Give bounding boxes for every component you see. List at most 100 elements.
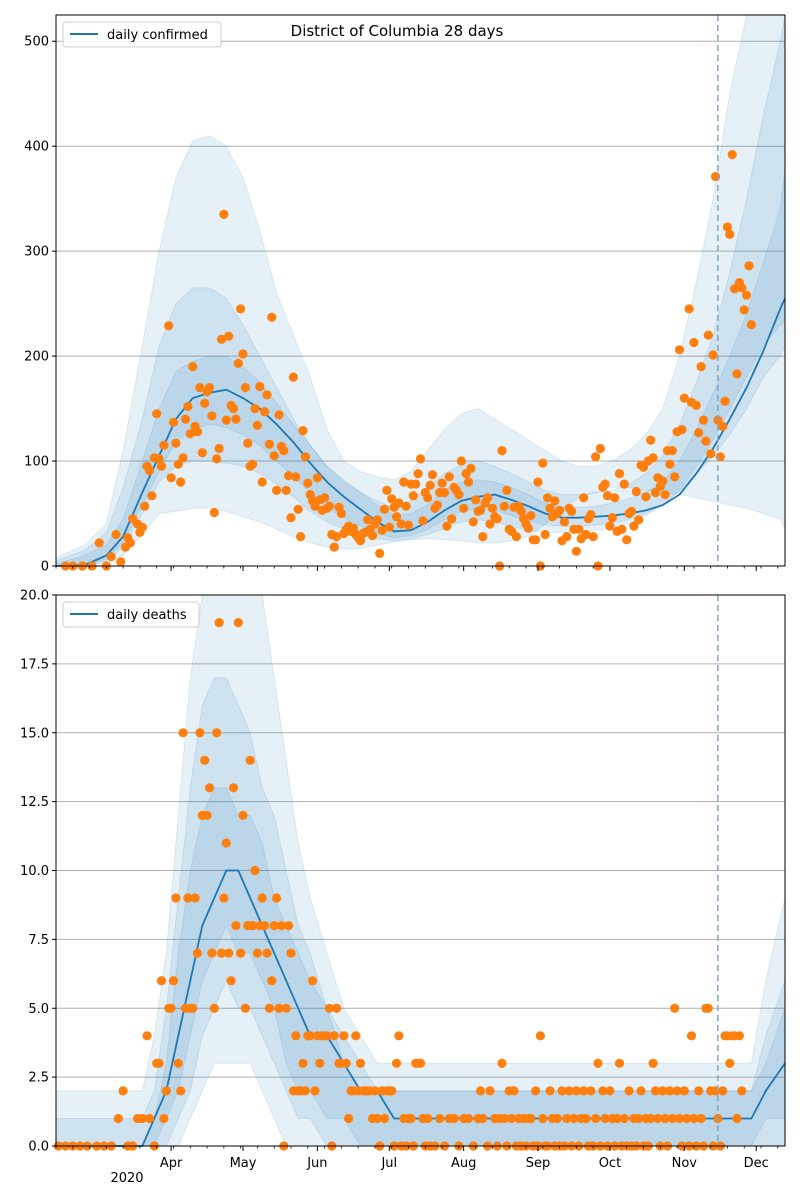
confirmed-median-line [55,298,786,567]
confirmed-observed-point [703,330,713,340]
deaths-grid [56,594,785,1147]
deaths-observed-point [308,976,318,986]
deaths-observed-point [569,1113,579,1124]
confirmed-legend-label: daily confirmed [107,28,208,43]
deaths-observed-point [202,810,212,821]
deaths-observed-point [636,1086,646,1096]
deaths-observed-point [178,728,188,738]
confirmed-observed-point [487,503,497,513]
deaths-observed-point [276,921,286,931]
confirmed-observed-point [159,440,169,450]
deaths-observed-point [236,948,246,958]
deaths-observed-point [188,1003,198,1013]
confirmed-observed-point [310,501,320,511]
deaths-y-tick-label: 5.0 [28,1002,49,1017]
confirmed-observed-point [188,362,198,372]
deaths-observed-point [586,1086,596,1096]
deaths-x-tick-label: Sep [526,1156,551,1171]
confirmed-observed-point [176,477,186,487]
deaths-x-axis: Apr May Jun Jul Aug Sep Oct Nov Dec [55,1146,779,1171]
confirmed-observed-point [641,492,651,502]
confirmed-x-axis [55,566,779,571]
deaths-observed-point [214,618,224,628]
confirmed-observed-point [629,521,639,531]
deaths-y-tick-label: 12.5 [20,795,49,810]
deaths-observed-point [262,948,272,958]
confirmed-observed-point [272,485,282,495]
confirmed-y-tick-label: 200 [24,350,49,365]
confirmed-observed-point [658,476,668,486]
deaths-observed-point [370,1086,380,1096]
confirmed-observed-point [224,331,234,341]
deaths-observed-point [161,1086,171,1096]
deaths-observed-point [605,1086,615,1096]
deaths-observed-point [310,1086,320,1096]
deaths-observed-point [531,1086,541,1096]
deaths-chart-panel: 0.0 2.5 5.0 7.5 10.0 12.5 15.0 17.5 20.0 Apr May J… [20,589,786,1186]
confirmed-observed-point [168,417,179,427]
deaths-observed-point [485,1086,495,1096]
confirmed-observed-point [437,478,447,488]
confirmed-observed-point [483,493,493,503]
deaths-legend-label: daily deaths [107,608,187,623]
confirmed-observed-point [192,427,203,437]
confirmed-observed-point [332,532,342,542]
confirmed-median-path [55,298,786,567]
confirmed-observed-point [737,283,747,293]
confirmed-observed-point [248,459,258,469]
confirmed-observed-point [559,517,570,527]
confirmed-observed-point [543,493,553,503]
deaths-observed-point [499,1113,509,1124]
confirmed-observed-point [454,490,464,500]
confirmed-y-axis: 0 100 200 300 400 500 [24,35,56,575]
deaths-x-tick-label: Nov [672,1156,698,1171]
confirmed-observed-point [204,383,215,393]
confirmed-observed-point [746,320,757,330]
deaths-y-tick-label: 7.5 [28,933,49,948]
confirmed-observed-point [209,507,219,518]
deaths-observed-point [195,728,205,738]
deaths-observed-point [144,1113,155,1124]
deaths-observed-point [612,1113,622,1124]
deaths-observed-point [463,1113,474,1124]
confirmed-observed-point [674,345,685,355]
confirmed-observed-point [677,425,687,435]
confirmed-observed-point [718,421,728,431]
confirmed-observed-point [485,519,495,529]
confirmed-y-tick-label: 500 [24,35,49,50]
confirmed-y-tick-label: 400 [24,140,49,155]
deaths-observed-point [183,893,193,903]
deaths-y-tick-label: 0.0 [28,1140,49,1155]
deaths-observed-point [545,1086,555,1096]
confirmed-observed-point [183,401,193,412]
deaths-observed-point [248,921,258,931]
deaths-observed-point [725,1058,735,1068]
confirmed-observed-point [180,414,191,424]
confirmed-observed-point [591,452,601,462]
confirmed-observed-point [355,536,366,546]
confirmed-observed-point [634,515,644,525]
confirmed-observed-point [267,312,277,322]
confirmed-observed-point [284,471,294,481]
deaths-observed-point [300,1086,310,1096]
deaths-observed-point [341,1058,351,1068]
deaths-observed-points [53,618,747,1151]
confirmed-observed-point [257,477,267,487]
chart-title: District of Columbia 28 days [291,22,504,40]
deaths-observed-point [156,976,167,986]
deaths-observed-point [233,618,243,628]
deaths-observed-point [423,1113,433,1124]
confirmed-observed-point [523,523,534,533]
deaths-observed-point [689,1113,699,1124]
confirmed-observed-point [619,479,629,489]
deaths-x-tick-label: Jun [306,1156,327,1171]
deaths-observed-point [332,1003,342,1013]
confirmed-observed-point [171,438,181,448]
confirmed-observed-point [730,284,740,294]
confirmed-observed-point [538,458,548,468]
deaths-observed-point [245,755,255,765]
deaths-observed-point [322,1031,332,1041]
deaths-observed-point [192,948,203,958]
